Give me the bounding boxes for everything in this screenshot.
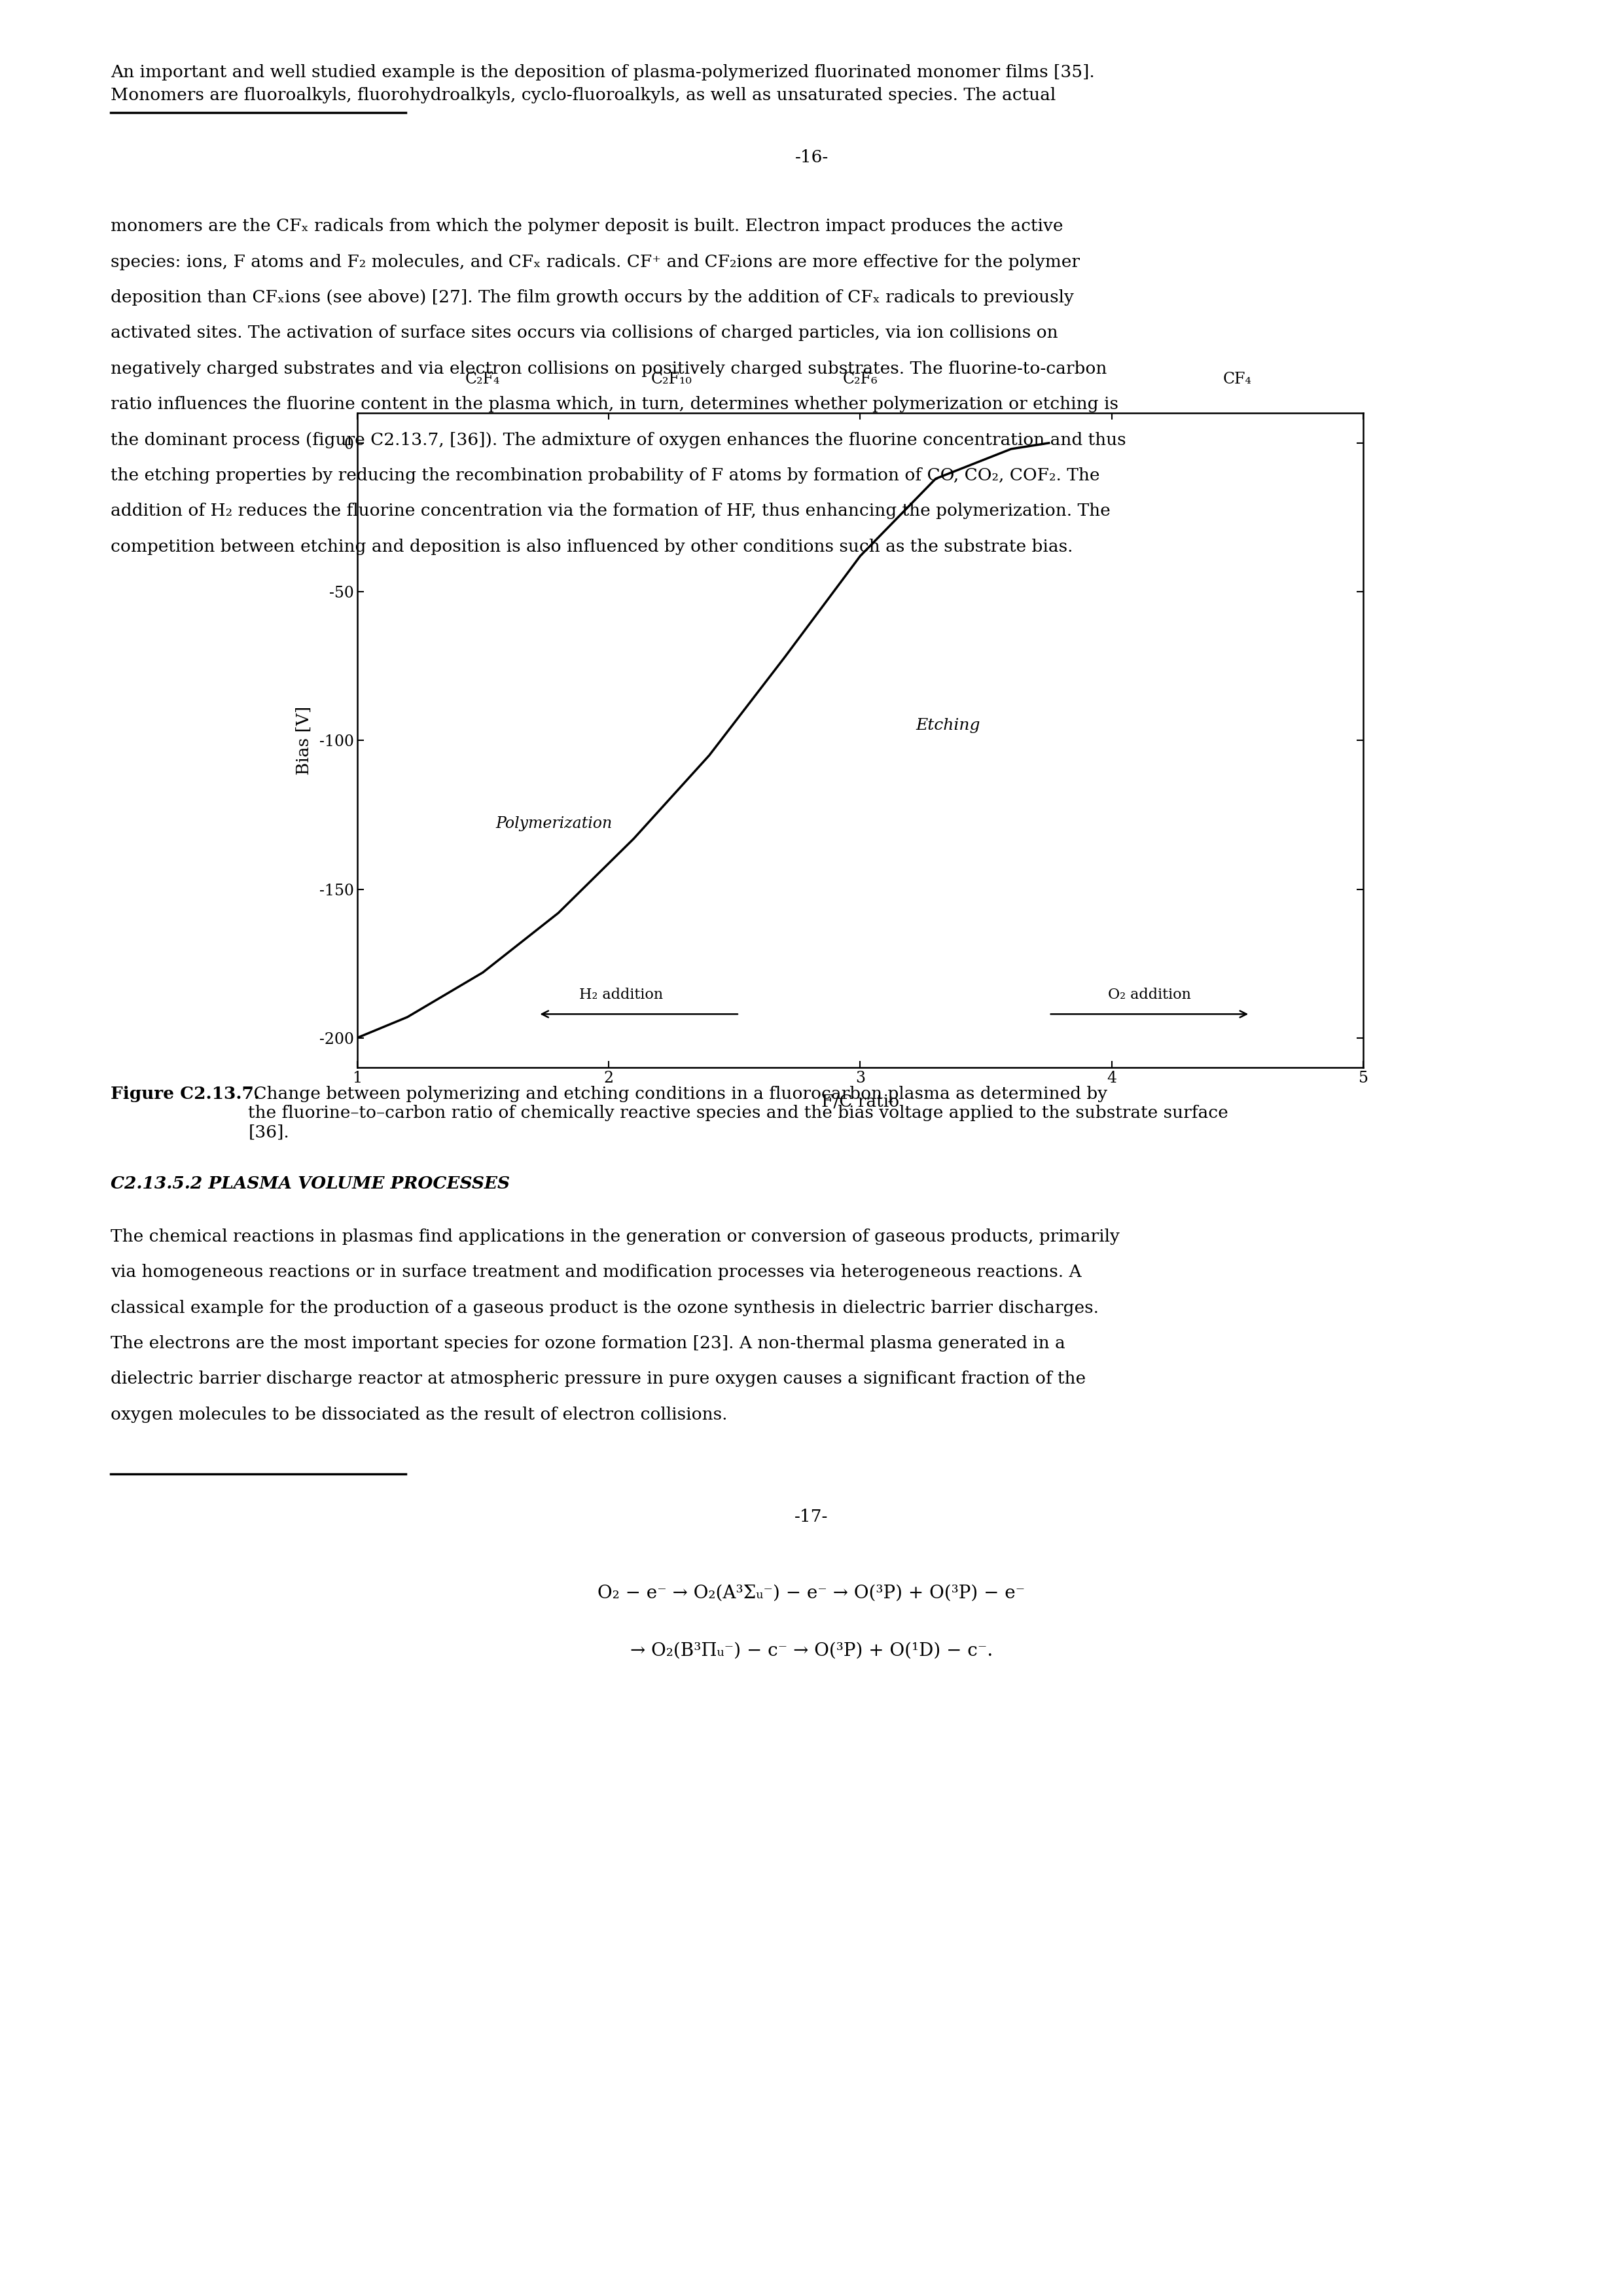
- Text: C2.13.5.2 PLASMA VOLUME PROCESSES: C2.13.5.2 PLASMA VOLUME PROCESSES: [110, 1176, 510, 1192]
- Text: via homogeneous reactions or in surface treatment and modification processes via: via homogeneous reactions or in surface …: [110, 1263, 1081, 1281]
- Text: C₂F₁₀: C₂F₁₀: [651, 372, 691, 388]
- Text: O₂ addition: O₂ addition: [1109, 987, 1191, 1001]
- Text: Figure C2.13.7.: Figure C2.13.7.: [110, 1086, 260, 1102]
- Text: C₂F₆: C₂F₆: [842, 372, 878, 388]
- Text: negatively charged substrates and via electron collisions on positively charged : negatively charged substrates and via el…: [110, 360, 1107, 377]
- Text: the etching properties by reducing the recombination probability of F atoms by f: the etching properties by reducing the r…: [110, 468, 1099, 484]
- Text: deposition than CFₓions (see above) [27]. The film growth occurs by the addition: deposition than CFₓions (see above) [27]…: [110, 289, 1073, 305]
- Text: classical example for the production of a gaseous product is the ozone synthesis: classical example for the production of …: [110, 1300, 1099, 1316]
- X-axis label: F/C ratio: F/C ratio: [821, 1093, 899, 1109]
- Text: the dominant process (figure C2.13.7, [36]). The admixture of oxygen enhances th: the dominant process (figure C2.13.7, [3…: [110, 432, 1126, 448]
- Text: Polymerization: Polymerization: [495, 815, 612, 831]
- Text: dielectric barrier discharge reactor at atmospheric pressure in pure oxygen caus: dielectric barrier discharge reactor at …: [110, 1371, 1086, 1387]
- Text: The electrons are the most important species for ozone formation [23]. A non-the: The electrons are the most important spe…: [110, 1334, 1065, 1352]
- Text: CF₄: CF₄: [1224, 372, 1251, 388]
- Text: O₂ − e⁻ → O₂(A³Σᵤ⁻) − e⁻ → O(³P) + O(³P) − e⁻: O₂ − e⁻ → O₂(A³Σᵤ⁻) − e⁻ → O(³P) + O(³P)…: [597, 1584, 1026, 1603]
- Text: competition between etching and deposition is also influenced by other condition: competition between etching and depositi…: [110, 537, 1073, 556]
- Text: -17-: -17-: [795, 1508, 828, 1525]
- Text: An important and well studied example is the deposition of plasma-polymerized fl: An important and well studied example is…: [110, 64, 1094, 80]
- Text: Monomers are fluoroalkyls, fluorohydroalkyls, cyclo-fluoroalkyls, as well as uns: Monomers are fluoroalkyls, fluorohydroal…: [110, 87, 1055, 103]
- Text: C₂F₄: C₂F₄: [466, 372, 500, 388]
- Y-axis label: Bias [V]: Bias [V]: [295, 705, 312, 776]
- Text: The chemical reactions in plasmas find applications in the generation or convers: The chemical reactions in plasmas find a…: [110, 1228, 1120, 1244]
- Text: → O₂(B³Πᵤ⁻) − c⁻ → O(³P) + O(¹D) − c⁻.: → O₂(B³Πᵤ⁻) − c⁻ → O(³P) + O(¹D) − c⁻.: [630, 1642, 993, 1660]
- Text: species: ions, F atoms and F₂ molecules, and CFₓ radicals. CF⁺ and CF₂ions are m: species: ions, F atoms and F₂ molecules,…: [110, 253, 1079, 271]
- Text: ratio influences the fluorine content in the plasma which, in turn, determines w: ratio influences the fluorine content in…: [110, 395, 1118, 413]
- Text: Change between polymerizing and etching conditions in a fluorocarbon plasma as d: Change between polymerizing and etching …: [248, 1086, 1229, 1141]
- Text: -16-: -16-: [795, 149, 828, 165]
- Text: addition of H₂ reduces the fluorine concentration via the formation of HF, thus : addition of H₂ reduces the fluorine conc…: [110, 503, 1110, 519]
- Text: Etching: Etching: [915, 719, 980, 732]
- Text: monomers are the CFₓ radicals from which the polymer deposit is built. Electron : monomers are the CFₓ radicals from which…: [110, 218, 1063, 234]
- Text: H₂ addition: H₂ addition: [579, 987, 664, 1001]
- Text: oxygen molecules to be dissociated as the result of electron collisions.: oxygen molecules to be dissociated as th…: [110, 1405, 727, 1424]
- Text: activated sites. The activation of surface sites occurs via collisions of charge: activated sites. The activation of surfa…: [110, 324, 1058, 342]
